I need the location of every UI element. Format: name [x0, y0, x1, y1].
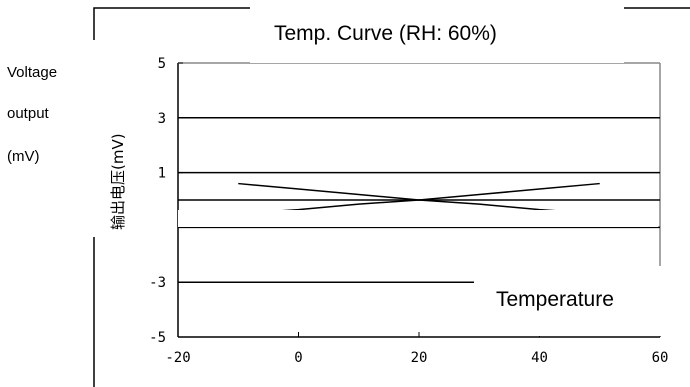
x-tick-label: 0 [294, 350, 302, 366]
y-axis-label-line-1: Voltage [7, 64, 58, 81]
y-axis-label-original: 输出电压(mV) [109, 133, 127, 230]
x-tick-label: 60 [652, 350, 669, 366]
overlay-strip [178, 210, 658, 227]
series-line-2 [238, 199, 600, 215]
x-tick-label: -20 [165, 350, 190, 366]
x-tick-label: 20 [411, 350, 428, 366]
y-tick-label: 5 [158, 56, 166, 72]
y-axis-label-line-2: output [7, 105, 49, 122]
y-axis-ticks: 5 3 1 -3 -5 [149, 56, 183, 346]
outer-frame-top-left [93, 7, 250, 40]
y-tick-label: -5 [149, 330, 166, 346]
y-tick-label: 3 [158, 111, 166, 127]
title-box [250, 7, 624, 63]
y-axis-label-line-3: (mV) [7, 148, 40, 165]
y-tick-label: 1 [158, 166, 166, 182]
series-lines [238, 182, 600, 215]
chart-title: Temp. Curve (RH: 60%) [274, 22, 497, 45]
x-tick-label: 40 [531, 350, 548, 366]
outer-frame [93, 7, 690, 387]
xlabel-box [474, 266, 666, 336]
x-axis-label: Temperature [496, 288, 614, 311]
y-tick-label: -3 [149, 275, 166, 291]
x-axis-ticks: -20 0 20 40 60 [165, 332, 668, 366]
